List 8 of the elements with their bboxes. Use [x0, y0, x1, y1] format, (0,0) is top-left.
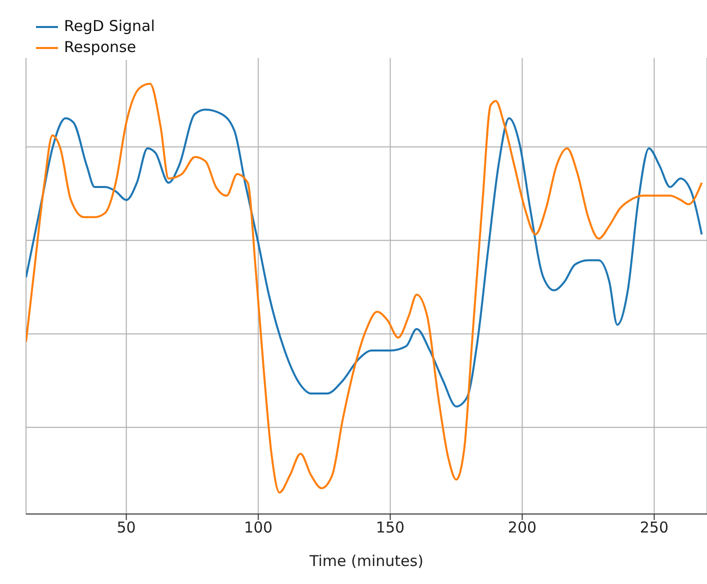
x-tick-label: 150 — [376, 518, 405, 537]
x-axis-title: Time (minutes) — [308, 552, 424, 570]
legend-label: Response — [64, 37, 136, 58]
x-tick-label: 100 — [244, 518, 273, 537]
legend-label: RegD Signal — [64, 16, 155, 37]
x-tick-label: 250 — [640, 518, 669, 537]
x-tick-label: 200 — [508, 518, 537, 537]
x-tick-label: 50 — [116, 518, 136, 537]
